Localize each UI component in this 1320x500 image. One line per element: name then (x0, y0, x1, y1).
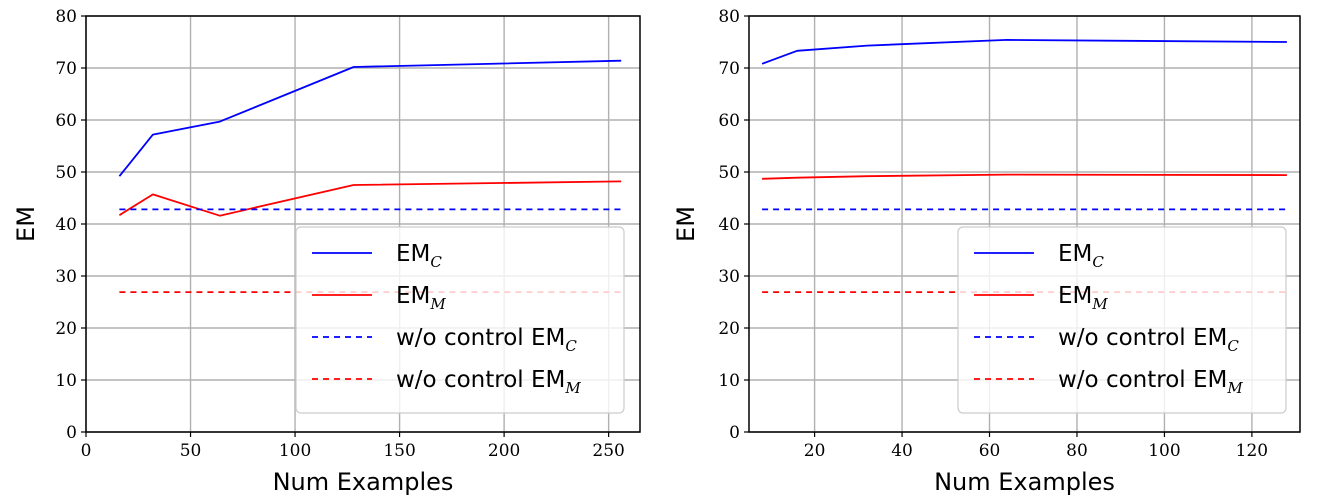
chart0-series-0-line (118, 59, 622, 177)
chart1-ytick-label: 80 (718, 7, 740, 27)
chart1-ytick-label: 40 (718, 215, 740, 235)
chart1-series-0-line (761, 39, 1287, 65)
chart0-legend-label-2: w/o control EMC (396, 325, 577, 355)
chart0-xtick-label: 150 (383, 441, 415, 461)
chart1-xtick-label: 100 (1148, 441, 1180, 461)
chart1-legend-label-3: w/o control EMM (1058, 367, 1243, 397)
chart0-ytick-label: 30 (55, 267, 77, 287)
chart0-xtick-label: 50 (180, 441, 202, 461)
chart1-ytick-label: 50 (718, 163, 740, 183)
chart0-xlabel: Num Examples (273, 468, 454, 496)
chart1-ytick-label: 30 (718, 267, 740, 287)
chart0-ytick-label: 80 (55, 7, 77, 27)
chart1-ylabel: EM (672, 206, 700, 242)
chart0-xtick-label: 0 (81, 441, 92, 461)
chart0-xtick-label: 250 (592, 441, 624, 461)
chart1-legend-label-0: EMC (1058, 241, 1104, 271)
chart1-xtick-label: 60 (979, 441, 1001, 461)
chart1-ytick-label: 70 (718, 59, 740, 79)
chart1-legend-label-1: EMM (1058, 283, 1108, 313)
chart0-ylabel: EM (12, 206, 40, 242)
chart1-xtick-label: 120 (1236, 441, 1268, 461)
chart0-ytick-label: 10 (55, 371, 77, 391)
chart0-ytick-label: 20 (55, 319, 77, 339)
chart0-ytick-label: 0 (66, 423, 77, 443)
chart1-xtick-label: 40 (891, 441, 913, 461)
chart1-legend-box (957, 226, 1287, 414)
chart0-ytick-label: 50 (55, 163, 77, 183)
chart1-ytick-label: 10 (718, 371, 740, 391)
chart1-ytick-label: 0 (729, 423, 740, 443)
chart0-xtick-label: 100 (279, 441, 311, 461)
chart0-legend-box (295, 226, 625, 414)
chart1-legend: EMC EMM w/o control EMC w/o control EMM (957, 226, 1287, 414)
chart0-ytick-label: 40 (55, 215, 77, 235)
chart0-ytick-label: 70 (55, 59, 77, 79)
chart0-series-1-line (118, 180, 622, 217)
right-chart: 20 40 60 80 100 120 0 10 20 30 40 50 60 70 80 Num Examp… (672, 7, 1301, 496)
chart0-xtick-label: 200 (488, 441, 520, 461)
chart1-series-1-line (762, 173, 1287, 180)
chart0-legend: EMC EMM w/o control EMC w/o control EMM (295, 226, 625, 414)
chart1-xtick-label: 20 (804, 441, 826, 461)
chart0-ytick-label: 60 (55, 111, 77, 131)
chart1-xlabel: Num Examples (934, 468, 1115, 496)
left-chart: 0 50 100 150 200 250 0 10 20 30 40 50 60 70 80 Num Exam… (12, 7, 641, 496)
chart1-xtick-label: 80 (1066, 441, 1088, 461)
chart0-legend-label-0: EMC (396, 241, 442, 271)
chart1-legend-label-2: w/o control EMC (1058, 325, 1239, 355)
chart0-legend-label-3: w/o control EMM (396, 367, 581, 397)
chart1-ytick-label: 20 (718, 319, 740, 339)
chart0-legend-label-1: EMM (396, 283, 446, 313)
chart1-ytick-label: 60 (718, 111, 740, 131)
